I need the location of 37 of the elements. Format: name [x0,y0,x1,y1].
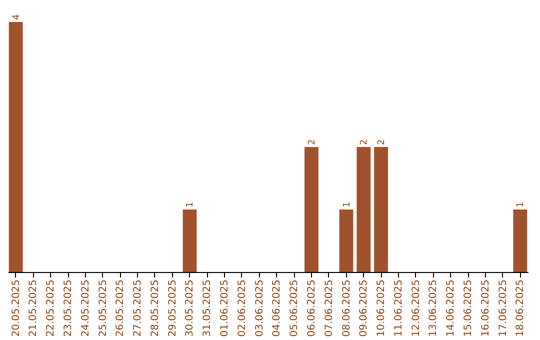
x-tick-label: 11.06.2025 [393,280,404,337]
x-tick-label: 21.05.2025 [28,280,40,337]
x-tick-label: 14.06.2025 [446,280,457,337]
x-tick-label: 27.05.2025 [132,280,144,337]
data-label: 1 [342,202,352,208]
x-tick-label: 01.06.2025 [220,280,231,337]
x-tick-label: 28.05.2025 [150,280,161,337]
x-tick-label: 24.05.2025 [80,280,92,337]
x-tick-label: 20.05.2025 [10,280,22,337]
x-tick-label: 08.06.2025 [341,280,352,337]
x-tick-label: 02.06.2025 [236,280,248,337]
x-tick-label: 25.05.2025 [98,280,109,337]
x-tick-label: 15.06.2025 [463,280,474,337]
x-tick-label: 31.05.2025 [202,280,214,337]
x-tick-label: 09.06.2025 [358,280,370,337]
data-label: 2 [360,139,370,145]
x-tick-label: 29.05.2025 [167,280,178,337]
x-tick-label: 13.06.2025 [428,280,440,337]
x-tick-label: 05.06.2025 [289,280,300,337]
x-tick-label: 17.06.2025 [498,280,509,337]
x-tick-label: 04.06.2025 [272,280,283,337]
x-tick-label: 18.06.2025 [515,280,526,337]
x-tick-label: 12.06.2025 [410,280,422,337]
x-tick-label: 22.05.2025 [46,280,57,337]
data-label: 1 [186,202,196,208]
x-tick-label: 26.05.2025 [115,280,126,337]
x-tick-label: 10.06.2025 [376,280,388,337]
data-label: 2 [377,139,388,145]
x-tick-label: 06.06.2025 [306,280,318,337]
data-label: 1 [516,202,526,208]
x-tick-label: 16.06.2025 [480,280,492,337]
x-tick-label: 30.05.2025 [184,280,196,337]
data-label: 4 [12,14,22,20]
data-label: 2 [307,139,318,145]
x-tick-label: 07.06.2025 [324,280,335,337]
x-tick-label: 23.05.2025 [63,280,74,337]
x-tick-label: 03.06.2025 [254,280,266,337]
